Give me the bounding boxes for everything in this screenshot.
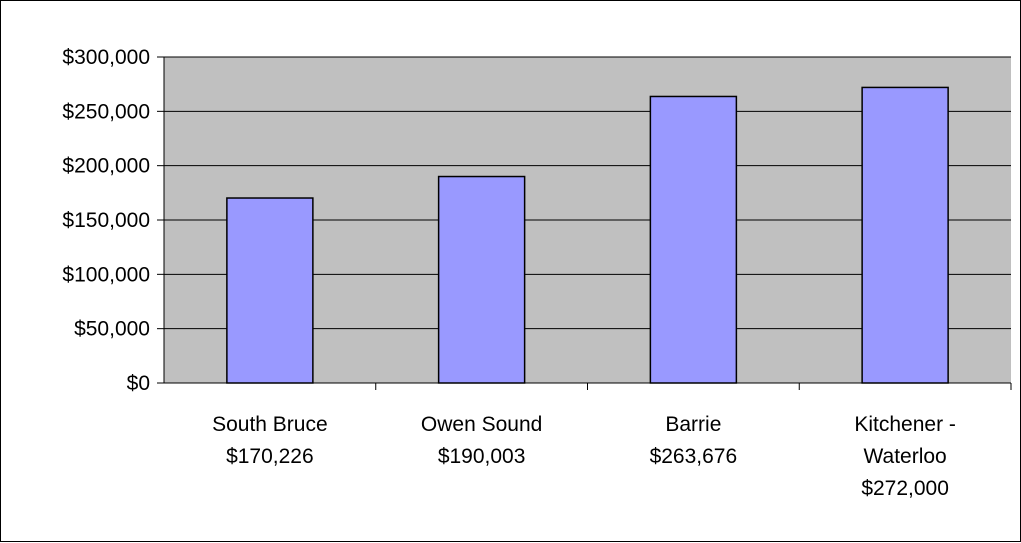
category-label-line: Owen Sound — [421, 413, 542, 436]
y-tick-label: $0 — [127, 372, 150, 395]
category-label-line: $170,226 — [226, 445, 314, 468]
category-label-line: $190,003 — [438, 445, 526, 468]
y-tick-label: $250,000 — [62, 100, 150, 123]
y-tick-label: $100,000 — [62, 263, 150, 286]
y-tick-label: $200,000 — [62, 155, 150, 178]
bar — [226, 197, 314, 384]
y-tick-label: $150,000 — [62, 209, 150, 232]
category-label: Owen Sound $190,003 — [421, 413, 542, 468]
y-tick-labels: $0 $50,000 $100,000 $150,000 $200,000 $250,00… — [62, 46, 150, 395]
category-label-line: South Bruce — [212, 413, 328, 436]
category-label: Kitchener - Waterloo $272,000 — [854, 413, 956, 500]
axes — [157, 56, 1012, 390]
category-label-line: Kitchener - — [854, 413, 956, 436]
bar — [437, 175, 526, 384]
category-label: South Bruce $170,226 — [212, 413, 328, 468]
y-tick-label: $300,000 — [62, 46, 150, 69]
category-label: Barrie $263,676 — [650, 413, 738, 468]
category-label-line: Waterloo — [863, 445, 946, 468]
category-labels: South Bruce $170,226 Owen Sound $190,003 Bar… — [212, 413, 956, 500]
y-tick-label: $50,000 — [74, 318, 150, 341]
category-label-line: $272,000 — [861, 477, 949, 500]
category-label-line: Barrie — [665, 413, 721, 436]
bar — [649, 95, 738, 384]
category-label-line: $263,676 — [650, 445, 738, 468]
bars — [226, 86, 949, 384]
bar — [861, 86, 949, 384]
